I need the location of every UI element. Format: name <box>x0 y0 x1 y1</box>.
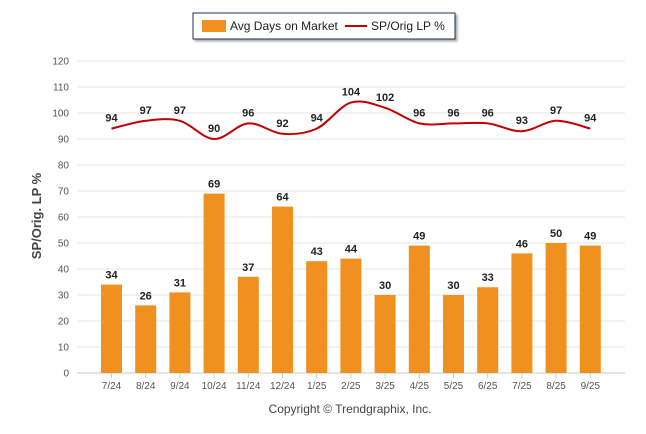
line-value-label: 93 <box>516 115 528 127</box>
bar-value-label: 49 <box>584 231 596 243</box>
bar-10-24 <box>203 193 225 373</box>
bar-8-24 <box>135 305 157 373</box>
line-value-label: 104 <box>342 87 361 99</box>
bar-9-25 <box>579 245 601 373</box>
copyright-text: Copyright © Trendgraphix, Inc. <box>269 402 432 416</box>
x-tick-label: 3/25 <box>375 381 395 392</box>
bar-4-25 <box>408 245 430 373</box>
legend-label-avg-days: Avg Days on Market <box>230 19 338 33</box>
y-tick-label: 50 <box>58 239 70 250</box>
y-tick-label: 30 <box>58 291 70 302</box>
bar-value-label: 64 <box>276 192 289 204</box>
y-tick-label: 40 <box>58 265 70 276</box>
bar-value-label: 30 <box>379 280 391 292</box>
bar-9-24 <box>169 292 191 373</box>
x-tick-label: 5/25 <box>444 381 464 392</box>
x-tick-label: 10/24 <box>202 381 227 392</box>
bar-value-label: 69 <box>208 179 220 191</box>
line-value-label: 94 <box>311 113 324 125</box>
bar-value-label: 49 <box>413 231 425 243</box>
bar-1-25 <box>306 261 328 373</box>
bar-2-25 <box>340 258 362 373</box>
line-value-label: 97 <box>550 105 562 117</box>
x-tick-label: 6/25 <box>478 381 498 392</box>
legend: Avg Days on Market SP/Orig LP % <box>192 12 456 40</box>
bar-7-24 <box>101 284 122 373</box>
x-tick-label: 11/24 <box>236 381 261 392</box>
bar-8-25 <box>545 243 567 373</box>
line-value-label: 96 <box>447 107 459 119</box>
y-axis-title: SP/Orig. LP % <box>29 172 44 259</box>
x-tick-label: 7/24 <box>102 381 122 392</box>
x-tick-label: 9/25 <box>581 381 601 392</box>
bar-value-label: 46 <box>516 238 528 250</box>
x-tick-label: 2/25 <box>341 381 361 392</box>
y-tick-label: 60 <box>58 213 70 224</box>
y-tick-label: 20 <box>58 317 70 328</box>
y-tick-label: 90 <box>58 135 70 146</box>
bar-value-label: 44 <box>345 244 358 256</box>
line-value-label: 97 <box>140 105 152 117</box>
x-tick-label: 4/25 <box>410 381 430 392</box>
bar-value-label: 26 <box>140 290 152 302</box>
bar-value-label: 43 <box>311 246 323 258</box>
line-series <box>111 100 591 141</box>
x-tick-label: 9/24 <box>170 381 190 392</box>
line-value-label: 96 <box>242 107 254 119</box>
bar-5-25 <box>443 295 464 373</box>
x-axis-ticks: 7/24 8/24 9/24 10/24 11/24 12/24 1/25 2/25 3/25 4… <box>102 373 601 392</box>
legend-swatch-bar <box>202 20 226 32</box>
sp-orig-line <box>111 100 591 141</box>
y-tick-label: 70 <box>58 187 70 198</box>
line-value-label: 92 <box>276 118 288 130</box>
legend-box <box>192 12 456 40</box>
x-tick-label: 12/24 <box>270 381 295 392</box>
y-tick-label: 80 <box>58 161 70 172</box>
x-tick-label: 8/24 <box>136 381 156 392</box>
line-value-label: 94 <box>105 113 118 125</box>
bar-6-25 <box>477 287 499 373</box>
bar-12-24 <box>272 206 293 373</box>
bar-value-label: 50 <box>550 228 562 240</box>
x-tick-label: 1/25 <box>307 381 327 392</box>
bar-value-label: 33 <box>482 272 494 284</box>
y-tick-label: 10 <box>58 343 70 354</box>
bar-3-25 <box>374 295 396 373</box>
line-value-label: 90 <box>208 123 220 135</box>
bar-series <box>101 193 601 373</box>
legend-label-sp-orig: SP/Orig LP % <box>371 19 445 33</box>
bar-11-24 <box>237 276 259 373</box>
bar-value-label: 30 <box>447 280 459 292</box>
bar-data-labels: 34 26 31 69 37 64 43 44 30 49 30 33 46 50 49 <box>105 179 596 303</box>
line-value-label: 102 <box>376 92 394 104</box>
y-axis-ticks: 0 10 20 30 40 50 60 70 80 90 100 110 120 <box>52 57 69 380</box>
line-value-label: 94 <box>584 113 597 125</box>
line-data-labels: 94 97 97 90 96 92 94 104 102 96 96 96 93 97 94 <box>105 87 597 135</box>
bar-value-label: 37 <box>242 262 254 274</box>
y-tick-label: 120 <box>52 57 69 68</box>
y-tick-label: 110 <box>53 83 69 94</box>
x-tick-label: 8/25 <box>546 381 566 392</box>
line-value-label: 97 <box>174 105 186 117</box>
y-tick-label: 100 <box>52 109 69 120</box>
bar-7-25 <box>511 253 533 373</box>
y-tick-label: 0 <box>63 369 69 380</box>
bar-value-label: 31 <box>174 277 186 289</box>
x-tick-label: 7/25 <box>512 381 532 392</box>
bar-value-label: 34 <box>105 270 118 282</box>
line-value-label: 96 <box>482 107 494 119</box>
line-value-label: 96 <box>413 107 425 119</box>
